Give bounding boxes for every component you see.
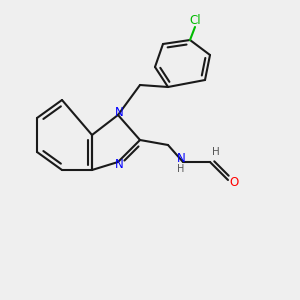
Text: H: H: [212, 147, 220, 157]
Text: N: N: [115, 158, 123, 172]
Text: H: H: [177, 164, 185, 174]
Text: N: N: [115, 106, 123, 118]
Text: N: N: [177, 152, 185, 166]
Text: O: O: [230, 176, 238, 190]
Text: Cl: Cl: [189, 14, 201, 28]
